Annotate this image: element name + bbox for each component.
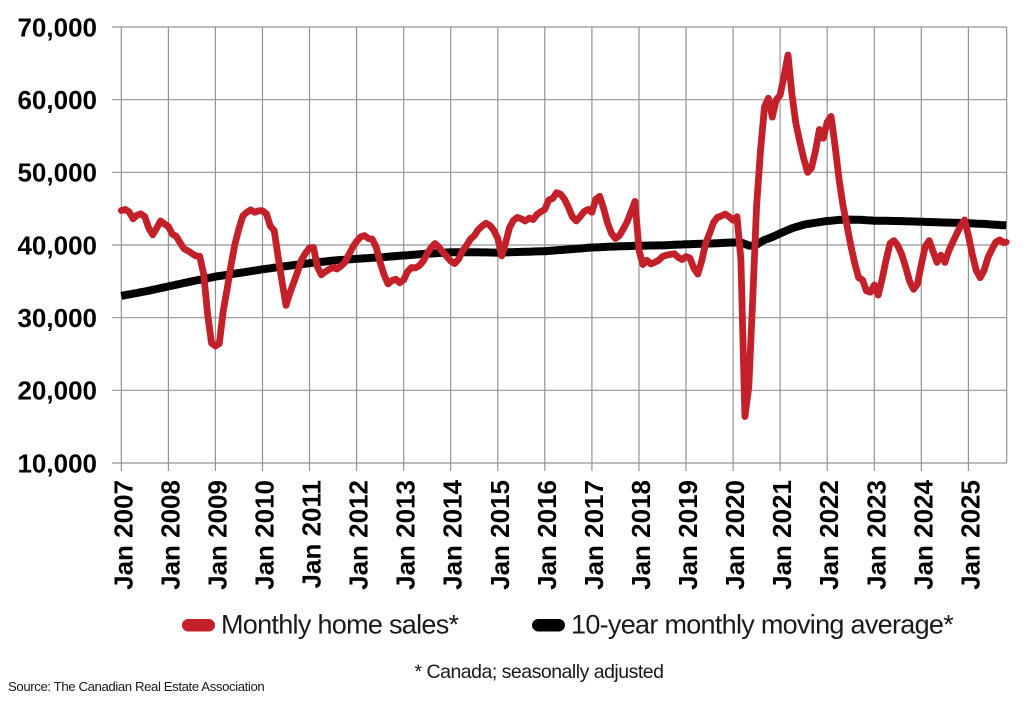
svg-text:70,000: 70,000 — [17, 12, 97, 42]
svg-text:Jan 2020: Jan 2020 — [720, 480, 750, 590]
svg-text:10,000: 10,000 — [17, 448, 97, 478]
svg-text:Jan 2008: Jan 2008 — [155, 480, 185, 590]
svg-text:Jan 2012: Jan 2012 — [344, 480, 374, 590]
svg-text:Jan 2017: Jan 2017 — [579, 480, 609, 590]
svg-text:* Canada; seasonally adjusted: * Canada; seasonally adjusted — [415, 661, 664, 683]
svg-text:Source: The Canadian Real Esta: Source: The Canadian Real Estate Associa… — [8, 679, 264, 694]
svg-text:40,000: 40,000 — [17, 230, 97, 260]
svg-text:50,000: 50,000 — [17, 158, 97, 188]
svg-text:Jan 2007: Jan 2007 — [108, 480, 138, 590]
svg-text:Jan 2025: Jan 2025 — [955, 480, 985, 590]
svg-text:60,000: 60,000 — [17, 85, 97, 115]
svg-text:Jan 2024: Jan 2024 — [908, 479, 938, 589]
svg-text:Jan 2011: Jan 2011 — [297, 480, 327, 588]
svg-text:Jan 2009: Jan 2009 — [202, 480, 232, 590]
svg-text:Jan 2014: Jan 2014 — [438, 479, 468, 589]
svg-text:20,000: 20,000 — [17, 376, 97, 406]
svg-text:Jan 2019: Jan 2019 — [673, 480, 703, 590]
svg-text:Jan 2015: Jan 2015 — [485, 480, 515, 590]
svg-text:30,000: 30,000 — [17, 303, 97, 333]
svg-text:Jan 2023: Jan 2023 — [861, 480, 891, 590]
svg-text:Jan 2016: Jan 2016 — [532, 480, 562, 590]
svg-text:Jan 2010: Jan 2010 — [250, 480, 280, 590]
svg-text:Jan 2022: Jan 2022 — [814, 480, 844, 590]
svg-text:Jan 2021: Jan 2021 — [767, 480, 797, 590]
svg-text:Jan 2018: Jan 2018 — [626, 480, 656, 590]
svg-text:Monthly home sales*: Monthly home sales* — [221, 610, 460, 640]
svg-text:10-year monthly moving average: 10-year monthly moving average* — [571, 610, 954, 640]
svg-text:Jan 2013: Jan 2013 — [391, 480, 421, 590]
